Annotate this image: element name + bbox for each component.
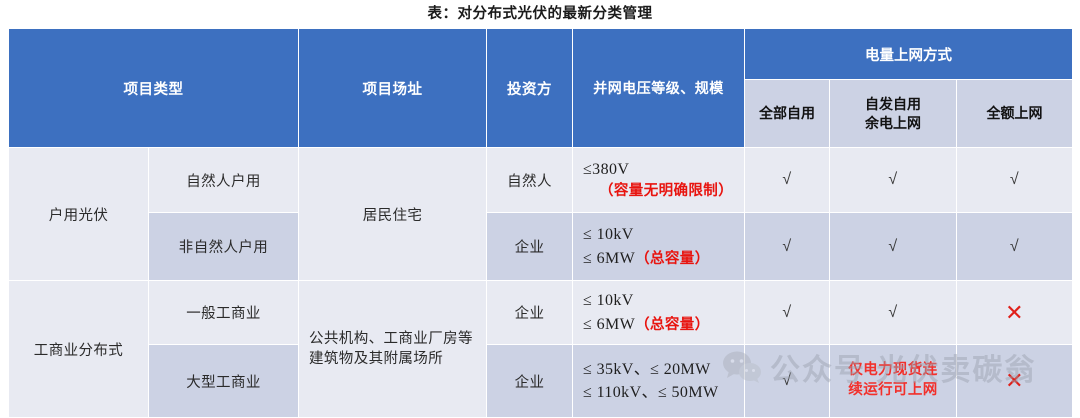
mark-all-self-row3: √ [744,280,830,345]
table-row: 大型工商业 企业 ≤ 35kV、≤ 20MW ≤ 110kV、≤ 50MW √ … [9,344,1074,418]
cross-icon: ✕ [1005,299,1024,325]
header-self-use-surplus: 自发自用 余电上网 [829,79,957,148]
note-self-surplus-row4: 仅电力现货连 续运行可上网 [829,344,957,418]
header-grid-spec: 并网电压等级、规模 [572,28,745,148]
header-project-site: 项目场址 [298,28,487,148]
spec-row3: ≤ 10kV ≤ 6MW（总容量） [572,280,745,345]
note-self-surplus-row4-line2: 续运行可上网 [848,382,938,398]
spec-row4-line1: ≤ 35kV、≤ 20MW [583,360,711,378]
group-commercial-industrial: 工商业分布式 [8,280,149,418]
header-investor: 投资方 [486,28,573,148]
mark-full-grid-row1: √ [955,147,1074,213]
mark-full-grid-row2: √ [955,212,1074,281]
note-self-surplus-row4-line1: 仅电力现货连 [848,362,938,379]
mark-all-self-row4: √ [744,344,830,418]
mark-all-self-row1: √ [744,147,830,213]
investor-enterprise-row4: 企业 [486,344,573,418]
spec-row3-line2: ≤ 6MW [583,315,636,333]
mark-self-surplus-row1: √ [829,147,957,213]
spec-row1-note: （容量无明确限制） [599,183,734,200]
header-full-grid: 全额上网 [955,79,1074,148]
mark-full-grid-row3: ✕ [955,280,1074,345]
table-row: 工商业分布式 一般工商业 公共机构、工商业厂房等建筑物及其附属场所 企业 ≤ 1… [8,280,1074,418]
mark-full-grid-row4: ✕ [955,344,1074,418]
investor-natural-person: 自然人 [486,147,573,213]
spec-row2-note: （总容量） [635,250,710,267]
table-row: 户用光伏 自然人户用 居民住宅 自然人 ≤380V （容量无明确限制） √ √ … [8,147,1074,281]
subtype-non-natural-person: 非自然人户用 [148,212,299,281]
site-public-commercial: 公共机构、工商业厂房等建筑物及其附属场所 [298,280,487,418]
figure-title: 表：对分布式光伏的最新分类管理 [427,6,653,22]
spec-row1: ≤380V （容量无明确限制） [572,147,745,213]
spec-row4-line2: ≤ 110kV、≤ 50MW [583,384,719,401]
mark-self-surplus-row2: √ [829,212,957,281]
spec-row2: ≤ 10kV ≤ 6MW（总容量） [572,212,745,281]
spec-row2-line1: ≤ 10kV [583,226,634,244]
spec-row4: ≤ 35kV、≤ 20MW ≤ 110kV、≤ 50MW [572,344,745,418]
subtype-natural-person: 自然人户用 [148,147,299,213]
mark-self-surplus-row3: √ [829,280,957,345]
investor-enterprise-row2: 企业 [486,212,573,281]
investor-enterprise-row3: 企业 [486,280,573,345]
classification-table-wrapper: 项目类型 项目场址 投资方 并网电压等级、规模 电量上网方式 全部自用 自发自用… [8,28,1074,418]
header-all-self-use: 全部自用 [744,79,830,148]
subtype-general-ci: 一般工商业 [148,280,299,345]
spec-row3-line1: ≤ 10kV [583,292,634,310]
spec-row1-line1: ≤380V [583,160,630,178]
header-self-use-surplus-line1: 自发自用 [865,95,921,112]
subtype-large-ci: 大型工商业 [148,344,299,418]
mark-all-self-row2: √ [744,212,830,281]
group-household-pv: 户用光伏 [8,147,149,281]
cross-icon: ✕ [1005,368,1024,393]
header-self-use-surplus-line2: 余电上网 [865,114,921,131]
table-head: 项目类型 项目场址 投资方 并网电压等级、规模 电量上网方式 全部自用 自发自用… [8,28,1074,148]
header-grid-mode-group: 电量上网方式 [743,28,1074,80]
header-row-top: 项目类型 项目场址 投资方 并网电压等级、规模 电量上网方式 [8,28,1074,148]
spec-row3-note: （总容量） [635,316,710,333]
site-residential: 居民住宅 [298,147,487,281]
header-row-sub: 全部自用 自发自用 余电上网 全额上网 [9,79,1074,148]
spec-row2-line2: ≤ 6MW [583,249,636,267]
table-row: 非自然人户用 企业 ≤ 10kV ≤ 6MW（总容量） √ √ √ [9,212,1074,281]
header-project-type: 项目类型 [8,28,299,148]
classification-table: 项目类型 项目场址 投资方 并网电压等级、规模 电量上网方式 全部自用 自发自用… [8,28,1074,418]
table-body: 户用光伏 自然人户用 居民住宅 自然人 ≤380V （容量无明确限制） √ √ … [8,147,1074,418]
